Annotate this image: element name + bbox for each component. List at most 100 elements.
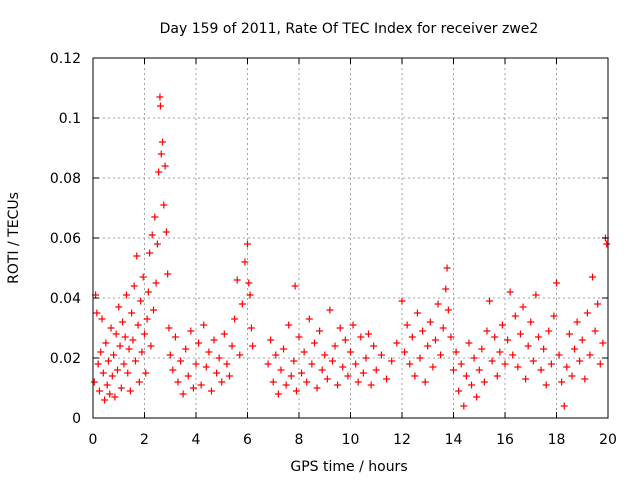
- data-point: [197, 381, 205, 389]
- data-point: [527, 318, 535, 326]
- data-point: [321, 351, 329, 359]
- data-point: [137, 297, 145, 305]
- data-point: [578, 336, 586, 344]
- y-tick-label: 0.1: [59, 111, 81, 127]
- data-point: [478, 345, 486, 353]
- data-point: [131, 357, 139, 365]
- y-tick-label: 0.04: [50, 291, 81, 307]
- data-point: [139, 273, 147, 281]
- data-point: [218, 378, 226, 386]
- data-point: [367, 381, 375, 389]
- data-point: [596, 360, 604, 368]
- data-point: [493, 372, 501, 380]
- data-point: [498, 321, 506, 329]
- data-point: [111, 393, 119, 401]
- data-point: [171, 333, 179, 341]
- data-point: [339, 363, 347, 371]
- data-point: [336, 324, 344, 332]
- data-point: [246, 291, 254, 299]
- data-point: [313, 384, 321, 392]
- x-tick-label: 16: [496, 432, 514, 448]
- data-point: [488, 357, 496, 365]
- data-point: [398, 297, 406, 305]
- data-point: [591, 327, 599, 335]
- data-point: [529, 357, 537, 365]
- data-point: [107, 324, 115, 332]
- data-point: [207, 387, 215, 395]
- x-tick-label: 12: [393, 432, 411, 448]
- data-point: [547, 360, 555, 368]
- data-point: [122, 291, 130, 299]
- data-point: [403, 321, 411, 329]
- data-point: [210, 336, 218, 344]
- data-point: [272, 351, 280, 359]
- data-point: [213, 369, 221, 377]
- data-point: [576, 357, 584, 365]
- data-point: [341, 336, 349, 344]
- data-point: [223, 360, 231, 368]
- data-point: [468, 381, 476, 389]
- data-point: [267, 336, 275, 344]
- data-point: [225, 372, 233, 380]
- data-point: [98, 315, 106, 323]
- data-point: [133, 252, 141, 260]
- data-point: [95, 387, 103, 395]
- data-point: [434, 300, 442, 308]
- data-point: [555, 351, 563, 359]
- data-point: [365, 330, 373, 338]
- x-axis-label: GPS time / hours: [290, 459, 407, 475]
- data-point: [280, 345, 288, 353]
- x-tick-label: 6: [243, 432, 252, 448]
- grid-lines: [93, 58, 608, 418]
- data-points: [90, 93, 611, 410]
- chart-title: Day 159 of 2011, Rate Of TEC Index for r…: [160, 21, 539, 37]
- data-point: [110, 351, 118, 359]
- data-point: [326, 306, 334, 314]
- data-point: [406, 360, 414, 368]
- data-point: [558, 378, 566, 386]
- data-point: [125, 345, 133, 353]
- data-point: [308, 360, 316, 368]
- data-point: [236, 351, 244, 359]
- y-tick-label: 0.08: [50, 171, 81, 187]
- data-point: [182, 345, 190, 353]
- data-point: [540, 345, 548, 353]
- data-point: [534, 333, 542, 341]
- data-point: [151, 213, 159, 221]
- data-point: [501, 360, 509, 368]
- data-point: [120, 360, 128, 368]
- data-point: [372, 366, 380, 374]
- data-point: [94, 360, 102, 368]
- data-point: [249, 342, 257, 350]
- data-point: [519, 303, 527, 311]
- data-point: [165, 324, 173, 332]
- data-point: [511, 312, 519, 320]
- data-point: [473, 393, 481, 401]
- data-point: [447, 333, 455, 341]
- data-point: [264, 360, 272, 368]
- data-point: [162, 228, 170, 236]
- data-point: [537, 366, 545, 374]
- data-point: [550, 312, 558, 320]
- data-point: [589, 273, 597, 281]
- data-point: [108, 372, 116, 380]
- data-point: [491, 333, 499, 341]
- y-tick-label: 0.06: [50, 231, 81, 247]
- data-point: [245, 279, 253, 287]
- data-point: [377, 351, 385, 359]
- data-point: [522, 375, 530, 383]
- data-point: [568, 372, 576, 380]
- data-point: [291, 282, 299, 290]
- data-point: [452, 348, 460, 356]
- data-point: [388, 357, 396, 365]
- data-point: [97, 348, 105, 356]
- data-point: [416, 354, 424, 362]
- data-point: [244, 240, 251, 248]
- data-point: [282, 381, 290, 389]
- data-point: [153, 240, 161, 248]
- data-point: [157, 150, 165, 158]
- data-point: [290, 357, 298, 365]
- data-point: [450, 366, 457, 374]
- data-point: [581, 375, 589, 383]
- data-point: [383, 375, 391, 383]
